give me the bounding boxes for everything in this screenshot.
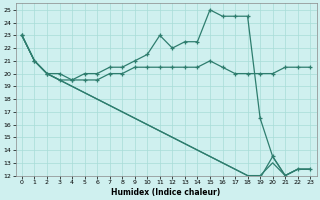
X-axis label: Humidex (Indice chaleur): Humidex (Indice chaleur) — [111, 188, 221, 197]
